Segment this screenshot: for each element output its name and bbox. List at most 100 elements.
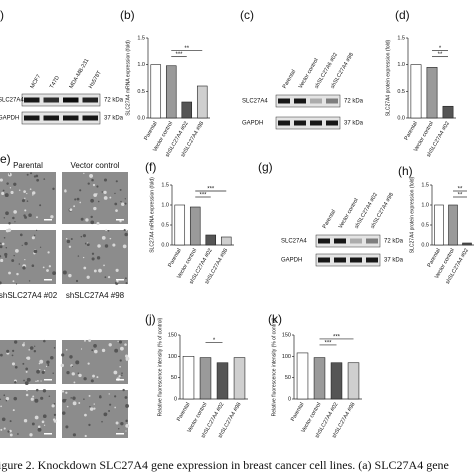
- significance-label: **: [184, 46, 189, 52]
- cell: [4, 252, 8, 257]
- cell: [25, 367, 29, 371]
- cell: [93, 193, 97, 197]
- y-tick-label: 0.0: [421, 242, 429, 248]
- cell: [28, 349, 30, 351]
- scale-bar: [44, 433, 52, 435]
- row-label: GAPDH: [242, 121, 263, 127]
- y-tick-label: 0.5: [421, 222, 429, 228]
- cell: [25, 370, 28, 373]
- bar: [313, 357, 326, 400]
- cell: [97, 200, 100, 203]
- cell: [84, 434, 87, 438]
- row-label: SLC27A4: [242, 99, 268, 105]
- cell: [3, 236, 6, 239]
- cell: [24, 381, 29, 385]
- cell: [13, 210, 17, 214]
- cell: [109, 196, 112, 199]
- cell: [53, 419, 57, 423]
- cell: [26, 356, 29, 360]
- cell: [86, 275, 90, 279]
- cell: [108, 409, 111, 412]
- y-tick-label: 150: [282, 332, 291, 338]
- cell: [90, 215, 93, 219]
- cell: [70, 397, 72, 399]
- lane-label: Parental: [282, 69, 297, 90]
- cell: [125, 430, 127, 432]
- blot-strip: [21, 111, 101, 125]
- cell: [88, 339, 92, 342]
- cell: [71, 372, 75, 376]
- cell: [120, 421, 124, 426]
- cell: [118, 427, 120, 430]
- y-tick-label: 50: [171, 375, 177, 381]
- cell: [65, 425, 69, 429]
- lane-label: MCF7: [30, 74, 43, 90]
- bar: [330, 362, 343, 400]
- band: [278, 120, 290, 126]
- y-axis-label: SLC27A4 mRNA expression (fold): [125, 40, 131, 116]
- panel-label: e): [0, 152, 11, 166]
- cell: [91, 252, 95, 255]
- x-tick-label: Parental: [176, 402, 191, 423]
- cell: [96, 256, 101, 260]
- cell: [119, 220, 122, 223]
- cell: [107, 230, 110, 232]
- cell: [33, 234, 36, 237]
- y-tick-label: 1.0: [161, 202, 169, 208]
- cell: [15, 283, 18, 285]
- x-tick-label: Parental: [143, 121, 158, 142]
- cell: [125, 423, 130, 428]
- cell: [23, 342, 25, 344]
- cell: [115, 421, 119, 425]
- y-tick-label: 1.5: [161, 182, 169, 188]
- cell: [114, 395, 117, 398]
- band: [318, 257, 330, 263]
- band: [326, 98, 338, 104]
- panel-label: ): [0, 8, 4, 22]
- cell: [117, 340, 119, 343]
- cell: [34, 398, 39, 403]
- cell: [118, 375, 121, 378]
- cell: [119, 188, 122, 191]
- bar: [199, 357, 212, 400]
- cell: [43, 339, 46, 343]
- cell: [114, 406, 116, 409]
- band: [350, 238, 362, 244]
- cell: [50, 356, 54, 360]
- cell: [69, 208, 73, 212]
- micrograph: [62, 172, 128, 224]
- cell: [64, 189, 67, 192]
- cell: [29, 433, 33, 437]
- cell: [0, 428, 3, 431]
- cell: [8, 222, 11, 225]
- y-axis-label: Relative fluorescence intensity (% of co…: [271, 317, 277, 416]
- cell: [105, 229, 108, 232]
- cell: [125, 229, 128, 232]
- cell: [101, 348, 106, 353]
- cell: [82, 234, 86, 238]
- cell: [42, 389, 47, 393]
- cell: [34, 415, 39, 420]
- cell: [103, 196, 108, 200]
- y-tick-label: 0.5: [397, 89, 405, 95]
- cell: [91, 349, 94, 352]
- cell: [0, 281, 2, 285]
- significance-label: **: [458, 187, 463, 193]
- cell: [88, 423, 91, 427]
- cell: [39, 359, 44, 364]
- x-tick-label: Parental: [404, 121, 419, 142]
- panel-label: (b): [120, 8, 135, 22]
- cell: [96, 376, 99, 379]
- cell: [98, 268, 102, 273]
- y-tick-label: 0.5: [137, 89, 145, 95]
- panel-label: (f): [145, 160, 156, 174]
- cell: [91, 178, 94, 182]
- cell: [124, 232, 128, 237]
- y-tick-label: 1.5: [137, 35, 145, 41]
- cell: [122, 244, 127, 249]
- cell: [9, 429, 12, 433]
- cell: [124, 277, 127, 280]
- cell: [83, 398, 85, 400]
- cell: [68, 245, 72, 248]
- band: [294, 120, 306, 126]
